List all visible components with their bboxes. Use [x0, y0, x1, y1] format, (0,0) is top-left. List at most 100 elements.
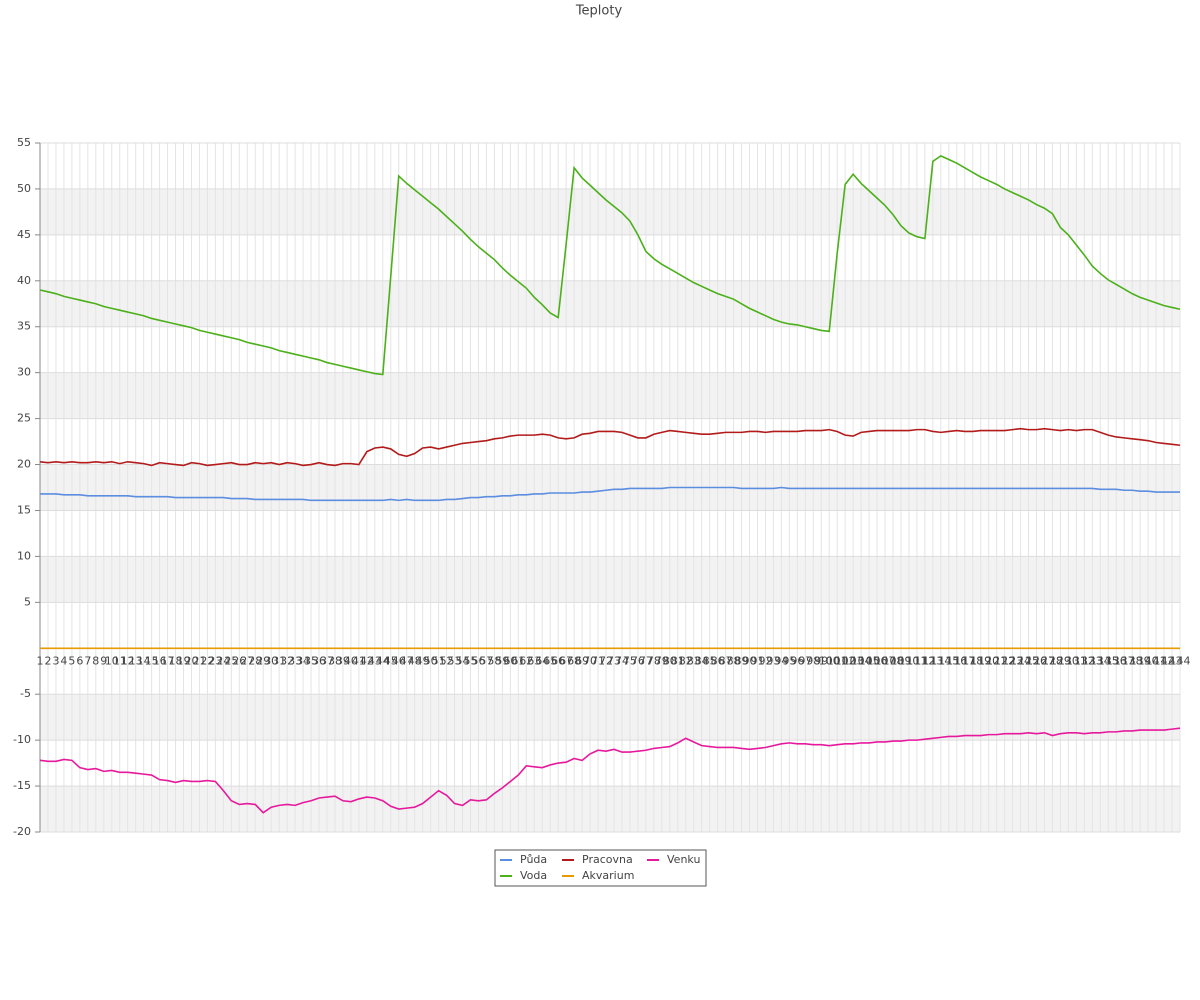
legend-label: Venku [667, 853, 700, 866]
x-tick-label: 93 [766, 654, 780, 667]
chart-title: Teploty [575, 4, 623, 19]
x-tick-label: 51 [432, 654, 446, 667]
x-tick-label: 63 [527, 654, 541, 667]
x-tick-label: 97 [798, 654, 812, 667]
y-tick-label: 35 [17, 320, 31, 333]
x-tick-label: 18 [169, 654, 183, 667]
x-tick-label: 16 [153, 654, 167, 667]
x-tick-label: 137 [1114, 654, 1135, 667]
x-tick-label: 75 [623, 654, 637, 667]
x-tick-label: 142 [1154, 654, 1175, 667]
x-tick-label: 133 [1082, 654, 1103, 667]
y-tick-label: 20 [17, 458, 31, 471]
x-tick-label: 50 [424, 654, 438, 667]
x-tick-label: 29 [256, 654, 270, 667]
x-tick-label: 53 [448, 654, 462, 667]
legend-label: Pracovna [582, 853, 633, 866]
x-tick-label: 68 [567, 654, 581, 667]
x-tick-label: 42 [360, 654, 374, 667]
x-tick-label: 14 [137, 654, 151, 667]
x-tick-label: 38 [328, 654, 342, 667]
x-tick-label: 24 [216, 654, 230, 667]
x-tick-label: 88 [727, 654, 741, 667]
x-tick-label: 94 [774, 654, 788, 667]
x-tick-label: 21 [192, 654, 206, 667]
grid-band [40, 556, 1180, 603]
x-tick-label: 122 [994, 654, 1015, 667]
x-tick-label: 107 [875, 654, 896, 667]
x-tick-label: 123 [1002, 654, 1023, 667]
x-tick-label: 67 [559, 654, 573, 667]
x-tick-label: 95 [782, 654, 796, 667]
x-tick-label: 48 [408, 654, 422, 667]
x-tick-label: 124 [1010, 654, 1031, 667]
x-tick-label: 121 [986, 654, 1007, 667]
x-tick-label: 35 [304, 654, 318, 667]
x-tick-label: 100 [819, 654, 840, 667]
x-tick-label: 80 [663, 654, 677, 667]
x-tick-label: 104 [851, 654, 872, 667]
x-tick-label: 66 [551, 654, 565, 667]
x-tick-label: 54 [456, 654, 470, 667]
x-tick-label: 27 [240, 654, 254, 667]
x-tick-label: 32 [280, 654, 294, 667]
x-tick-label: 4 [60, 654, 67, 667]
x-tick-label: 45 [384, 654, 398, 667]
x-tick-label: 135 [1098, 654, 1119, 667]
x-tick-label: 10 [105, 654, 119, 667]
x-tick-label: 77 [639, 654, 653, 667]
legend-label: Voda [520, 869, 547, 882]
x-tick-label: 143 [1162, 654, 1183, 667]
grid-band [40, 694, 1180, 741]
y-tick-label: 5 [24, 595, 31, 608]
series-line [39, 154, 1181, 376]
y-tick-label: -5 [20, 687, 31, 700]
x-tick-label: 3 [52, 654, 59, 667]
x-tick-label: 99 [814, 654, 828, 667]
x-tick-label: 23 [208, 654, 222, 667]
x-tick-label: 1 [37, 654, 44, 667]
x-tick-label: 15 [145, 654, 159, 667]
x-tick-label: 37 [320, 654, 334, 667]
y-tick-label: -20 [13, 825, 31, 838]
x-tick-label: 26 [232, 654, 246, 667]
x-tick-label: 46 [392, 654, 406, 667]
x-tick-label: 56 [471, 654, 485, 667]
x-tick-label: 11 [113, 654, 127, 667]
x-tick-label: 130 [1058, 654, 1079, 667]
grid-band [40, 188, 1180, 235]
legend: Půda Voda Pracovna Akvarium Venku [494, 849, 707, 887]
x-tick-label: 84 [695, 654, 709, 667]
x-tick-label: 57 [479, 654, 493, 667]
x-tick-label: 144 [1170, 654, 1191, 667]
x-tick-label: 12 [121, 654, 135, 667]
x-tick-label: 114 [930, 654, 951, 667]
x-tick-label: 79 [655, 654, 669, 667]
x-tick-label: 74 [615, 654, 629, 667]
grid-band [40, 464, 1180, 511]
x-tick-label: 43 [368, 654, 382, 667]
x-tick-label: 81 [671, 654, 685, 667]
x-tick-label: 2 [44, 654, 51, 667]
x-tick-label: 19 [176, 654, 190, 667]
x-tick-label: 64 [535, 654, 549, 667]
x-tick-label: 83 [687, 654, 701, 667]
x-tick-label: 115 [938, 654, 959, 667]
x-tick-label: 39 [336, 654, 350, 667]
x-tick-label: 139 [1130, 654, 1151, 667]
x-tick-label: 22 [200, 654, 214, 667]
x-tick-label: 131 [1066, 654, 1087, 667]
x-tick-label: 78 [647, 654, 661, 667]
x-tick-label: 6 [76, 654, 83, 667]
x-tick-label: 71 [591, 654, 605, 667]
x-tick-label: 52 [440, 654, 454, 667]
x-tick-label: 34 [296, 654, 310, 667]
x-tick-label: 13 [129, 654, 143, 667]
x-tick-label: 49 [416, 654, 430, 667]
y-tick-label: 25 [17, 412, 31, 425]
x-tick-label: 76 [631, 654, 645, 667]
x-tick-label: 58 [487, 654, 501, 667]
x-tick-label: 20 [184, 654, 198, 667]
x-tick-label: 85 [703, 654, 717, 667]
y-tick-label: 40 [17, 274, 31, 287]
